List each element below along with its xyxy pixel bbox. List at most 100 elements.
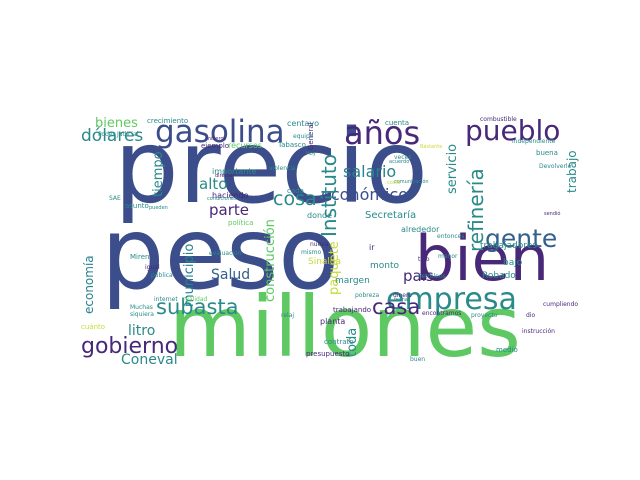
word: cada [287,187,304,195]
word: dio [526,312,536,319]
word: buena [536,149,558,157]
word: construcción [263,219,278,302]
word: casa [372,295,421,319]
word: cumpliendo [543,301,579,308]
word: presupuesto [306,350,350,358]
word: siquiera [130,311,154,318]
word: bajo [503,258,523,268]
word: importante [212,167,257,176]
word: nueva [310,241,329,248]
word: SAE [109,195,121,202]
word: empresa [386,282,517,317]
word: buen [410,356,426,363]
word: Hoy [306,151,316,157]
word: encontramos [422,310,462,317]
word: política [228,219,254,227]
word: subasta [156,295,239,319]
word: refinería [464,168,488,252]
word: Devolverle [539,163,572,170]
word: pobreza [355,292,380,299]
word: millones [169,278,521,376]
word: peso [101,195,340,312]
word: alrededor [401,225,440,234]
word: tipo [418,256,430,263]
word: equipo [293,133,314,140]
word: gobierno [81,334,179,359]
word: sendió [544,211,561,217]
word: paquete [327,241,342,295]
word: Miren [130,253,150,261]
word: comunicación [394,179,429,185]
word: cuenta [385,119,410,127]
word: acuerdo [389,159,410,165]
word: Coneval [121,352,178,368]
word-cloud: precio peso millones bien empresa gasoli… [81,117,581,372]
word: monto [370,261,400,271]
word: años [344,114,421,152]
word: parte [209,201,249,219]
word: contrato [324,338,354,346]
word: bien [415,222,550,295]
word: mineros [206,136,227,142]
word: violencia [269,165,296,172]
word: fecha [394,297,408,303]
word: medio [496,346,518,354]
word: cosa [273,188,317,210]
word: proyecto [471,312,498,319]
word: independiente [512,138,556,145]
word: planta [320,317,346,326]
word: Robado [482,271,516,281]
word: salario [343,162,397,181]
word: dólares [81,126,144,146]
word: Bastante [420,144,443,150]
word: Petróleos [418,273,446,280]
word: ir [369,243,375,252]
word: pueblo [465,114,561,147]
word: Secretaría [365,210,417,221]
word: igual [145,264,160,271]
word: precio [114,108,429,227]
word: litro [128,323,156,339]
word: donde [307,211,333,220]
word: recursos [228,141,263,150]
word: dinero [393,292,412,299]
word: Muchas [130,304,153,311]
word: ejemplo [201,142,230,150]
word: cuánto [81,323,106,331]
word: centavo [287,119,320,128]
word: costo [387,180,401,186]
word: Salud [211,267,251,283]
word: relaj [281,312,295,319]
word: tiempo [151,151,166,197]
word: Poder Judicial [98,131,139,138]
word: trabajadores [480,241,537,251]
word: bienes [95,116,138,131]
word: entonces [437,233,465,240]
word: Sinaloa [308,257,341,267]
word: internet [154,296,178,303]
word: económico [321,185,408,204]
word: director [215,173,235,179]
word: alto [199,175,228,193]
word: veces [394,154,412,161]
word: país [403,267,434,285]
word: gente [485,224,558,253]
word: condiciones [207,196,237,202]
word: menor [438,253,458,260]
word: crecimiento [147,117,189,125]
word: asunto [125,202,149,210]
word: haciendo [212,191,249,200]
word: realidad [183,296,208,303]
word: margen [335,276,370,286]
word: mismo [301,249,322,256]
word: Instituto [317,154,341,237]
word: trabajando [333,306,372,314]
word: combustible [480,116,517,123]
word: trabajo [565,150,579,193]
word: pública [151,272,173,279]
word: Tabasco [278,141,306,149]
word: servicio [445,143,460,194]
word: pueden [149,205,168,211]
word: economía [82,255,96,314]
word: instrucción [522,328,555,335]
